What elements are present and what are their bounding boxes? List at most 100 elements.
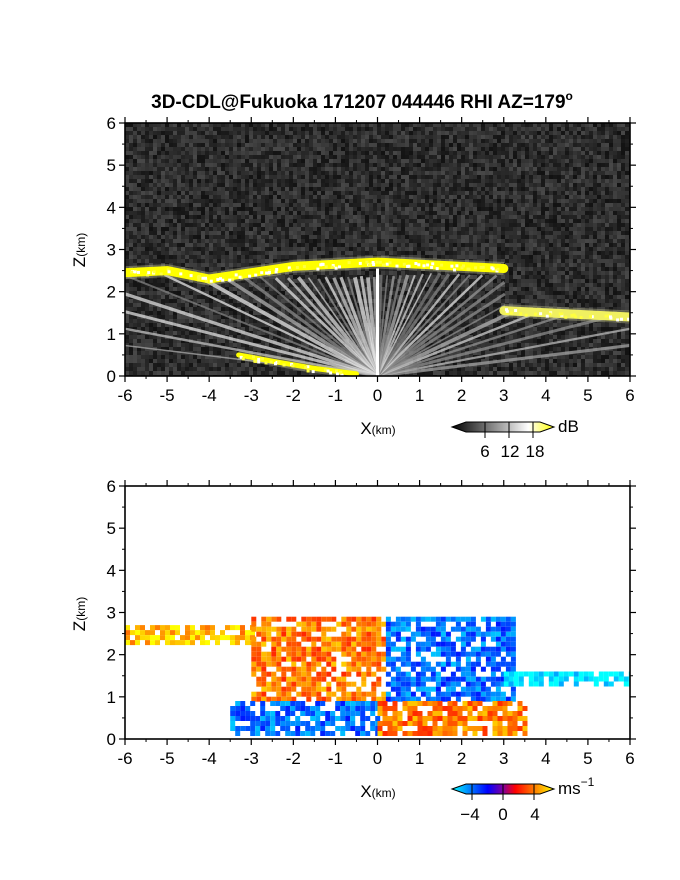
noise-cell (505, 223, 509, 227)
noise-cell (493, 243, 497, 247)
noise-cell (313, 255, 317, 259)
noise-cell (337, 143, 341, 147)
noise-cell (401, 203, 405, 207)
noise-cell (413, 175, 417, 179)
noise-cell (341, 155, 345, 159)
noise-cell (305, 183, 309, 187)
noise-cell (197, 155, 201, 159)
noise-cell (533, 179, 537, 183)
noise-cell (449, 191, 453, 195)
noise-cell (585, 223, 589, 227)
noise-cell (561, 171, 565, 175)
noise-cell (157, 135, 161, 139)
noise-cell (213, 171, 217, 175)
noise-cell (389, 191, 393, 195)
noise-cell (205, 271, 209, 275)
noise-cell (249, 123, 253, 127)
noise-cell (477, 147, 481, 151)
noise-cell (549, 255, 553, 259)
noise-cell (349, 191, 353, 195)
noise-cell (225, 215, 229, 219)
noise-cell (425, 171, 429, 175)
noise-cell (169, 235, 173, 239)
noise-cell (269, 151, 273, 155)
noise-cell (405, 127, 409, 131)
noise-cell (453, 219, 457, 223)
noise-cell (281, 171, 285, 175)
noise-cell (469, 151, 473, 155)
noise-cell (621, 243, 625, 247)
noise-cell (489, 259, 493, 263)
noise-cell (317, 131, 321, 135)
noise-cell (457, 255, 461, 259)
noise-cell (309, 251, 313, 255)
noise-cell (621, 147, 625, 151)
noise-cell (285, 275, 289, 279)
noise-cell (561, 235, 565, 239)
noise-cell (289, 251, 293, 255)
noise-cell (457, 199, 461, 203)
noise-cell (273, 211, 277, 215)
noise-cell (389, 123, 393, 127)
noise-cell (473, 191, 477, 195)
noise-cell (245, 187, 249, 191)
noise-cell (137, 207, 141, 211)
noise-cell (173, 127, 177, 131)
noise-cell (497, 187, 501, 191)
noise-cell (525, 263, 529, 267)
noise-cell (401, 175, 405, 179)
noise-cell (585, 139, 589, 143)
noise-cell (457, 207, 461, 211)
noise-cell (409, 227, 413, 231)
noise-cell (249, 235, 253, 239)
noise-cell (265, 243, 269, 247)
noise-cell (241, 263, 245, 267)
noise-cell (305, 187, 309, 191)
noise-cell (429, 155, 433, 159)
noise-cell (493, 231, 497, 235)
noise-cell (157, 207, 161, 211)
noise-cell (553, 203, 557, 207)
noise-cell (145, 199, 149, 203)
noise-cell (157, 243, 161, 247)
noise-cell (229, 231, 233, 235)
noise-cell (205, 123, 209, 127)
noise-cell (133, 143, 137, 147)
noise-cell (453, 239, 457, 243)
noise-cell (601, 127, 605, 131)
noise-cell (425, 231, 429, 235)
noise-cell (613, 263, 617, 267)
noise-cell (125, 151, 129, 155)
noise-cell (181, 171, 185, 175)
noise-cell (165, 259, 169, 263)
noise-cell (377, 247, 381, 251)
noise-cell (605, 187, 609, 191)
noise-cell (149, 139, 153, 143)
noise-cell (429, 219, 433, 223)
noise-cell (181, 143, 185, 147)
noise-cell (581, 167, 585, 171)
noise-cell (521, 275, 525, 279)
noise-cell (217, 207, 221, 211)
noise-cell (365, 143, 369, 147)
noise-cell (529, 159, 533, 163)
noise-cell (277, 191, 281, 195)
noise-cell (189, 131, 193, 135)
noise-cell (317, 207, 321, 211)
noise-cell (445, 175, 449, 179)
noise-cell (601, 235, 605, 239)
noise-cell (369, 151, 373, 155)
noise-cell (453, 255, 457, 259)
noise-cell (365, 235, 369, 239)
noise-cell (573, 171, 577, 175)
noise-cell (285, 219, 289, 223)
noise-cell (285, 147, 289, 151)
noise-cell (145, 163, 149, 167)
noise-cell (553, 179, 557, 183)
noise-cell (133, 203, 137, 207)
noise-cell (301, 247, 305, 251)
noise-cell (565, 259, 569, 263)
noise-cell (269, 167, 273, 171)
noise-cell (557, 219, 561, 223)
